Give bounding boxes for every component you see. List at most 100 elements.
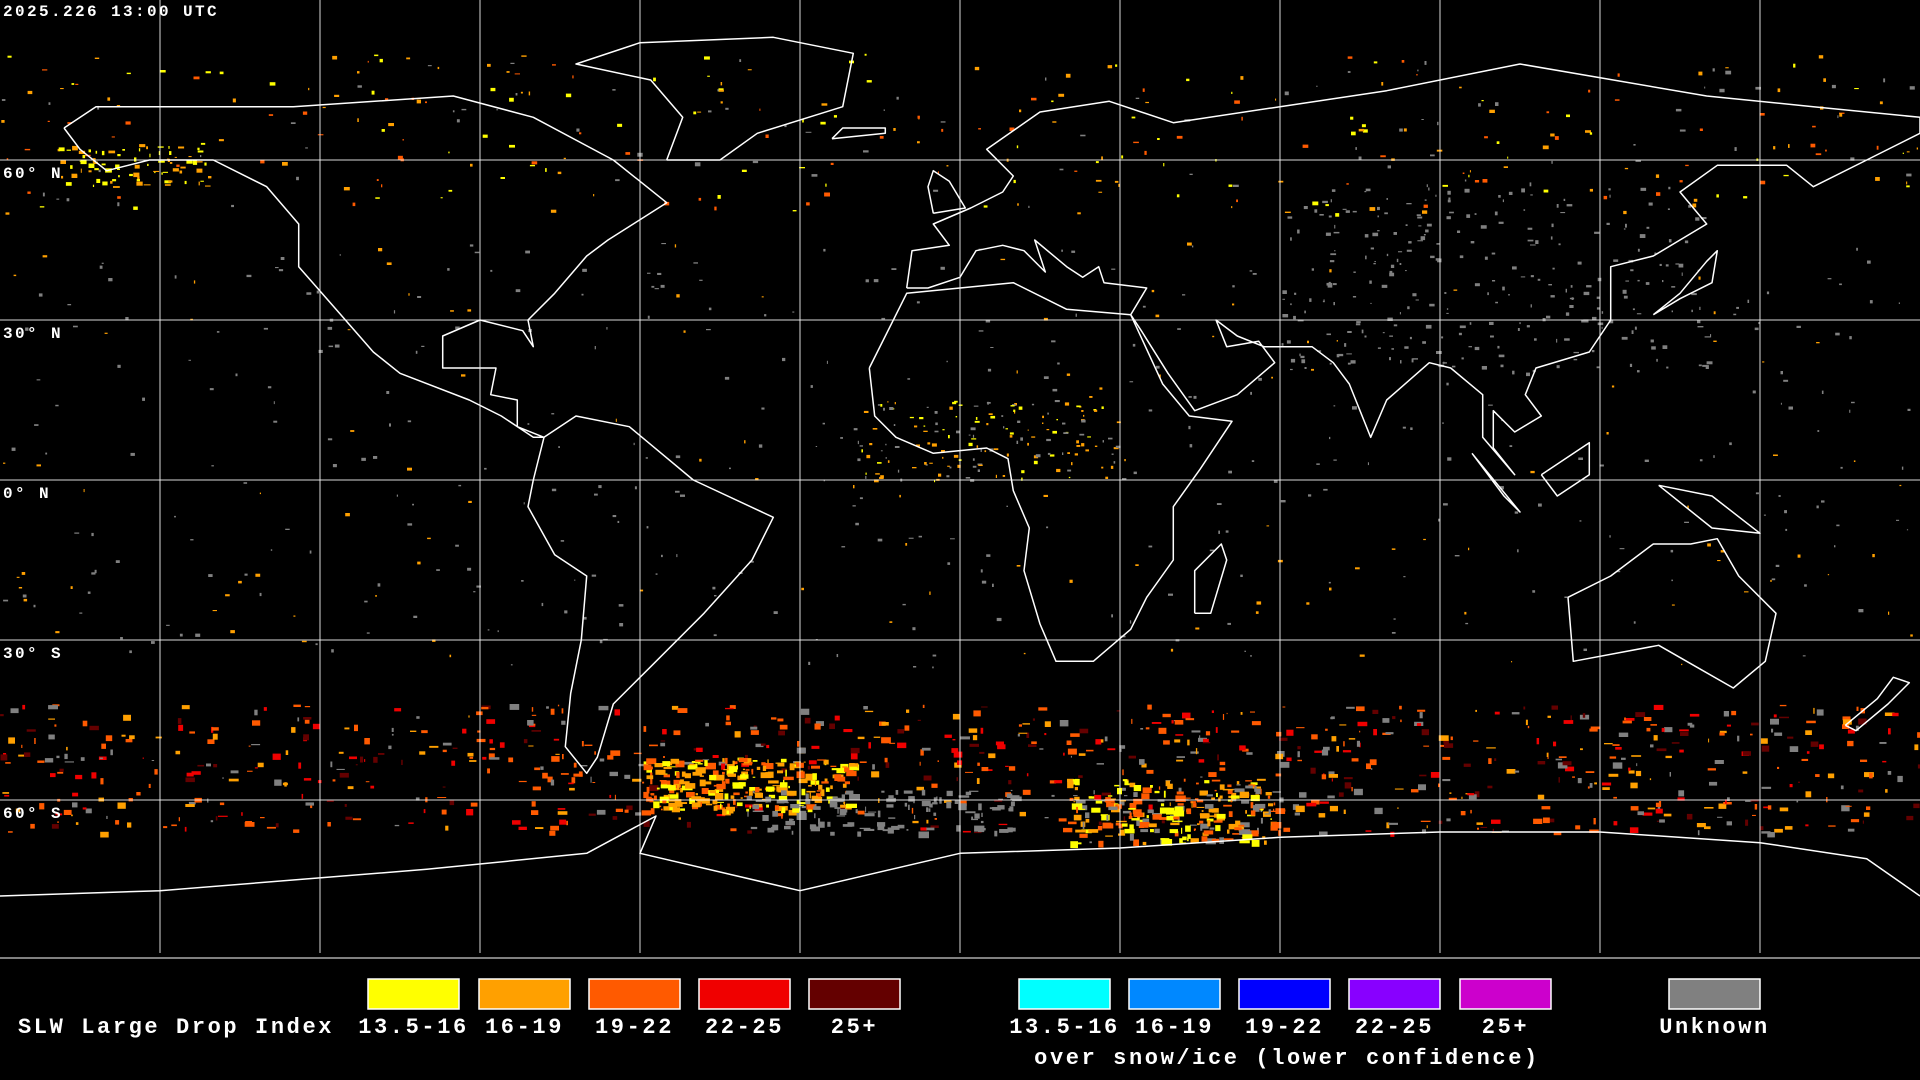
cloud-pixel bbox=[1185, 718, 1195, 721]
cloud-pixel bbox=[960, 736, 970, 740]
cloud-pixel bbox=[1007, 827, 1013, 833]
cloud-pixel bbox=[1159, 807, 1171, 814]
cloud-pixel bbox=[1003, 426, 1005, 429]
cloud-pixel bbox=[612, 89, 616, 91]
cloud-pixel bbox=[1750, 799, 1759, 802]
cloud-pixel bbox=[1494, 211, 1498, 216]
cloud-pixel bbox=[1106, 823, 1114, 829]
cloud-pixel bbox=[1095, 179, 1102, 182]
cloud-pixel bbox=[808, 760, 817, 765]
cloud-pixel bbox=[327, 822, 331, 827]
cloud-pixel bbox=[146, 146, 148, 150]
cloud-pixel bbox=[228, 778, 239, 782]
cloud-pixel bbox=[1058, 818, 1067, 822]
cloud-pixel bbox=[1282, 298, 1285, 300]
cloud-pixel bbox=[1268, 803, 1274, 807]
cloud-pixel bbox=[1679, 749, 1684, 753]
cloud-pixel bbox=[721, 763, 726, 770]
cloud-pixel bbox=[1031, 97, 1037, 101]
cloud-pixel bbox=[1129, 381, 1134, 383]
cloud-pixel bbox=[805, 131, 812, 133]
cloud-pixel bbox=[1101, 466, 1104, 469]
cloud-pixel bbox=[663, 774, 670, 778]
cloud-pixel bbox=[883, 109, 885, 111]
cloud-pixel bbox=[1358, 156, 1362, 160]
cloud-pixel bbox=[894, 402, 896, 405]
cloud-pixel bbox=[676, 554, 678, 558]
cloud-pixel bbox=[1322, 773, 1325, 775]
cloud-pixel bbox=[1129, 803, 1137, 810]
cloud-pixel bbox=[733, 792, 740, 796]
cloud-pixel bbox=[1074, 170, 1078, 172]
cloud-pixel bbox=[415, 350, 418, 354]
cloud-pixel bbox=[1209, 549, 1215, 552]
cloud-pixel bbox=[1075, 829, 1086, 833]
cloud-pixel bbox=[821, 103, 828, 106]
cloud-pixel bbox=[887, 401, 889, 403]
cloud-pixel bbox=[1319, 214, 1324, 216]
cloud-pixel bbox=[1146, 769, 1154, 774]
cloud-pixel bbox=[891, 268, 897, 270]
cloud-pixel bbox=[1884, 712, 1895, 716]
cloud-pixel bbox=[1018, 732, 1028, 734]
cloud-pixel bbox=[1331, 716, 1335, 720]
cloud-pixel bbox=[33, 604, 36, 608]
cloud-pixel bbox=[732, 760, 735, 765]
cloud-pixel bbox=[1404, 346, 1409, 349]
cloud-pixel bbox=[1651, 346, 1656, 350]
cloud-pixel bbox=[1543, 189, 1549, 193]
cloud-pixel bbox=[971, 816, 973, 820]
cloud-pixel bbox=[188, 156, 192, 158]
cloud-pixel bbox=[1115, 64, 1118, 67]
cloud-pixel bbox=[833, 115, 837, 118]
cloud-pixel bbox=[1453, 289, 1458, 291]
cloud-pixel bbox=[139, 144, 146, 148]
cloud-pixel bbox=[873, 279, 879, 283]
cloud-pixel bbox=[1311, 734, 1318, 740]
cloud-pixel bbox=[332, 464, 337, 468]
cloud-pixel bbox=[1669, 772, 1671, 777]
cloud-pixel bbox=[1678, 790, 1685, 797]
cloud-pixel bbox=[1052, 430, 1057, 434]
cloud-pixel bbox=[1063, 432, 1069, 434]
cloud-pixel bbox=[1223, 804, 1232, 807]
cloud-pixel bbox=[814, 781, 817, 786]
cloud-pixel bbox=[1382, 332, 1385, 334]
cloud-pixel bbox=[367, 60, 369, 63]
cloud-pixel bbox=[432, 639, 436, 642]
cloud-pixel bbox=[413, 615, 418, 618]
cloud-pixel bbox=[699, 775, 704, 777]
cloud-pixel bbox=[843, 801, 845, 805]
cloud-pixel bbox=[1393, 232, 1397, 235]
cloud-pixel bbox=[1560, 212, 1566, 214]
cloud-pixel bbox=[1506, 769, 1516, 774]
cloud-pixel bbox=[322, 106, 326, 109]
cloud-pixel bbox=[680, 779, 684, 783]
cloud-pixel bbox=[1108, 437, 1113, 440]
cloud-pixel bbox=[902, 603, 906, 606]
cloud-pixel bbox=[186, 772, 194, 777]
cloud-pixel bbox=[168, 180, 173, 183]
cloud-pixel bbox=[181, 705, 190, 710]
cloud-pixel bbox=[1230, 799, 1233, 803]
cloud-pixel bbox=[754, 792, 763, 798]
cloud-pixel bbox=[1232, 788, 1242, 790]
cloud-pixel bbox=[1480, 826, 1488, 828]
cloud-pixel bbox=[772, 824, 779, 831]
cloud-pixel bbox=[506, 71, 510, 73]
cloud-pixel bbox=[908, 796, 915, 802]
cloud-pixel bbox=[1468, 346, 1472, 348]
cloud-pixel bbox=[497, 630, 499, 633]
cloud-pixel bbox=[2, 792, 10, 794]
cloud-pixel bbox=[881, 790, 885, 793]
cloud-pixel bbox=[1333, 231, 1340, 234]
cloud-pixel bbox=[1882, 760, 1887, 763]
cloud-pixel bbox=[1628, 767, 1631, 771]
cloud-pixel bbox=[185, 804, 195, 807]
cloud-pixel bbox=[714, 206, 717, 211]
cloud-pixel bbox=[36, 464, 41, 467]
cloud-pixel bbox=[263, 327, 268, 330]
cloud-pixel bbox=[1662, 345, 1668, 349]
cloud-pixel bbox=[805, 773, 816, 781]
cloud-pixel bbox=[1750, 733, 1753, 736]
